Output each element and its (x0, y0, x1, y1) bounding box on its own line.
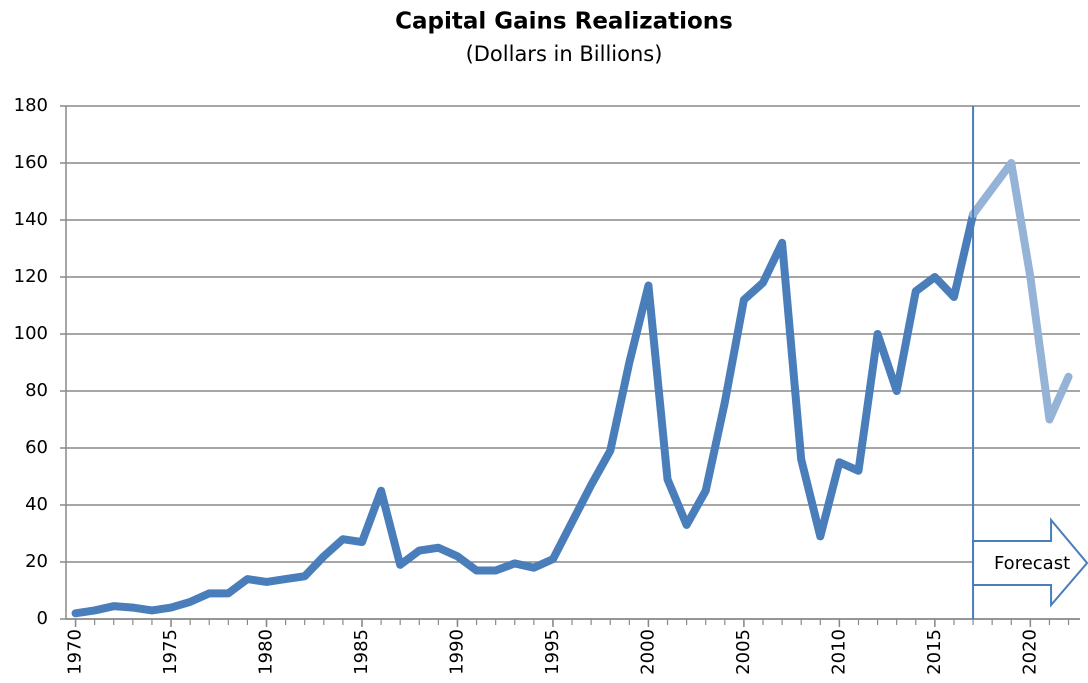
x-tick-label: 2005 (733, 629, 754, 675)
x-tick-label: 1990 (446, 629, 467, 675)
line-series (969, 159, 1073, 424)
y-tick-label: 40 (25, 494, 48, 515)
x-tick-label: 1975 (160, 629, 181, 675)
y-tick-label: 160 (14, 152, 48, 173)
y-tick-label: 140 (14, 209, 48, 230)
y-tick-label: 60 (25, 437, 48, 458)
y-tick-label: 120 (14, 266, 48, 287)
forecast-label: Forecast (994, 553, 1070, 574)
line-series (71, 210, 978, 618)
chart-subtitle: (Dollars in Billions) (466, 42, 663, 66)
x-tick-label: 2010 (828, 629, 849, 675)
x-tick-label: 1970 (65, 629, 86, 675)
x-tick-label: 1985 (351, 629, 372, 675)
x-tick-label: 2015 (924, 629, 945, 675)
y-tick-label: 20 (25, 551, 48, 572)
y-tick-label: 100 (14, 323, 48, 344)
y-tick-label: 180 (14, 95, 48, 116)
forecast-arrow (972, 517, 1088, 608)
x-tick-label: 1995 (542, 629, 563, 675)
x-tick-label: 1980 (256, 629, 277, 675)
x-tick-label: 2020 (1019, 629, 1040, 675)
x-tick-label: 2000 (637, 629, 658, 675)
y-tick-label: 0 (37, 608, 48, 629)
chart-title: Capital Gains Realizations (395, 9, 733, 35)
y-tick-label: 80 (25, 380, 48, 401)
